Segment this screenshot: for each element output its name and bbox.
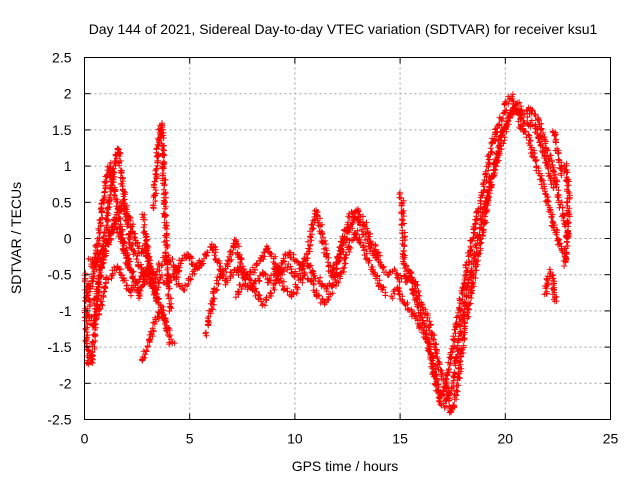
x-tick-label: 5 <box>186 431 194 447</box>
x-tick-label: 15 <box>392 431 408 447</box>
x-tick-label: 20 <box>498 431 514 447</box>
y-axis-title: SDTVAR / TECUs <box>8 182 24 294</box>
y-tick-label: -2.5 <box>47 412 71 428</box>
y-tick-label: -1 <box>59 303 72 319</box>
y-tick-label: -0.5 <box>47 267 71 283</box>
y-tick-label: 1.5 <box>52 122 72 138</box>
y-tick-label: 1 <box>64 158 72 174</box>
chart-title: Day 144 of 2021, Sidereal Day-to-day VTE… <box>89 21 598 37</box>
x-tick-label: 10 <box>287 431 303 447</box>
data-point-track <box>549 128 573 269</box>
x-tick-label: 25 <box>603 431 619 447</box>
axis-ticks: 0 5 10 15 20 25 -2.5 -2 -1.5 -1 -0.5 0 0.5 1 1.5 2 2.5 <box>47 50 618 447</box>
data-series-sdtvar <box>81 91 573 416</box>
x-tick-label: 0 <box>81 431 89 447</box>
y-tick-label: 0 <box>64 231 72 247</box>
y-tick-label: 2.5 <box>52 50 72 66</box>
data-point-track <box>202 207 382 339</box>
x-axis-title: GPS time / hours <box>292 458 399 474</box>
y-tick-label: -2 <box>59 375 72 391</box>
data-point-track <box>139 308 178 364</box>
data-point-track <box>150 120 175 315</box>
y-tick-label: 2 <box>64 86 72 102</box>
data-point-track <box>139 211 173 334</box>
data-point-track <box>232 227 389 308</box>
data-point-track <box>85 220 162 306</box>
data-point-track <box>405 99 572 416</box>
data-point-track <box>541 266 560 305</box>
y-tick-label: 0.5 <box>52 194 72 210</box>
y-tick-label: -1.5 <box>47 339 71 355</box>
